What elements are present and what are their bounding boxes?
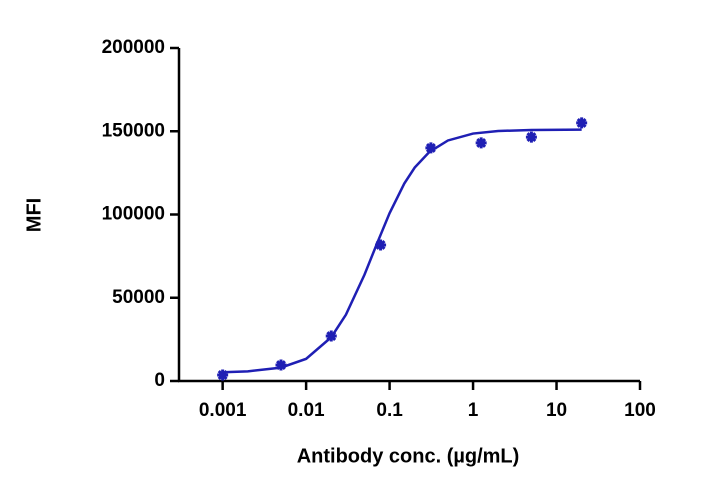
x-tick-label: 0.001 bbox=[199, 400, 247, 421]
y-tick-label: 150000 bbox=[102, 120, 165, 141]
data-point bbox=[576, 117, 588, 129]
y-tick-label: 50000 bbox=[112, 287, 165, 308]
x-tick-label: 1 bbox=[468, 400, 479, 421]
data-point bbox=[375, 239, 387, 251]
data-point bbox=[217, 369, 229, 381]
x-tick-label: 10 bbox=[546, 400, 567, 421]
y-tick-label: 200000 bbox=[102, 37, 165, 58]
data-point bbox=[275, 359, 287, 371]
data-point bbox=[525, 131, 537, 143]
x-tick-label: 0.1 bbox=[376, 400, 403, 421]
y-tick-label: 100000 bbox=[102, 204, 165, 225]
y-axis-title: MFI bbox=[23, 198, 45, 232]
y-tick-label: 0 bbox=[154, 370, 165, 391]
x-tick-label: 0.01 bbox=[288, 400, 325, 421]
x-axis-title: Antibody conc. (µg/mL) bbox=[297, 445, 520, 467]
data-point bbox=[425, 142, 437, 154]
x-tick-label: 100 bbox=[624, 400, 656, 421]
data-point bbox=[475, 137, 487, 149]
fit-curve bbox=[222, 128, 582, 374]
